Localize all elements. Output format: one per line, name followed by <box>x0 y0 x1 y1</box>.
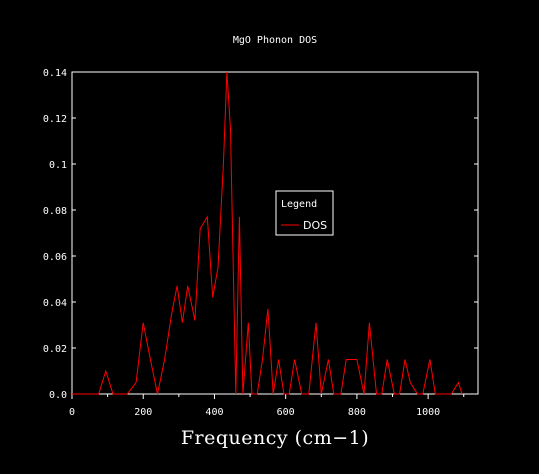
x-tick-label: 400 <box>205 407 223 418</box>
x-tick-label: 0 <box>69 407 75 418</box>
series-layer <box>72 71 463 395</box>
y-tick-label: 0.1 <box>49 160 67 171</box>
series-line-dos <box>72 71 463 395</box>
x-axis: 0 200 400 600 800 1000 <box>69 394 465 418</box>
y-tick-label: 0.04 <box>43 298 67 309</box>
chart-title: MgO Phonon DOS <box>233 35 317 46</box>
y-tick-label: 0.14 <box>43 68 67 79</box>
y-tick-label: 0.0 <box>49 390 67 401</box>
x-tick-label: 600 <box>277 407 295 418</box>
legend-title: Legend <box>281 199 317 210</box>
plot-border <box>71 71 479 395</box>
legend-entry-dos: DOS <box>303 219 327 232</box>
y-tick-label: 0.06 <box>43 252 67 263</box>
plot-area <box>71 71 479 395</box>
y-tick-label: 0.08 <box>43 206 67 217</box>
x-axis-label: Frequency (cm−1) <box>181 427 369 449</box>
y-axis: 0.0 0.02 0.04 0.06 0.08 0.1 0.12 0.14 <box>43 68 478 401</box>
legend-box <box>275 190 334 236</box>
x-tick-label: 800 <box>348 407 366 418</box>
x-tick-label: 1000 <box>416 407 440 418</box>
y-tick-label: 0.02 <box>43 344 67 355</box>
x-tick-label: 200 <box>134 407 152 418</box>
y-tick-label: 0.12 <box>43 114 67 125</box>
legend: Legend DOS <box>275 190 334 236</box>
